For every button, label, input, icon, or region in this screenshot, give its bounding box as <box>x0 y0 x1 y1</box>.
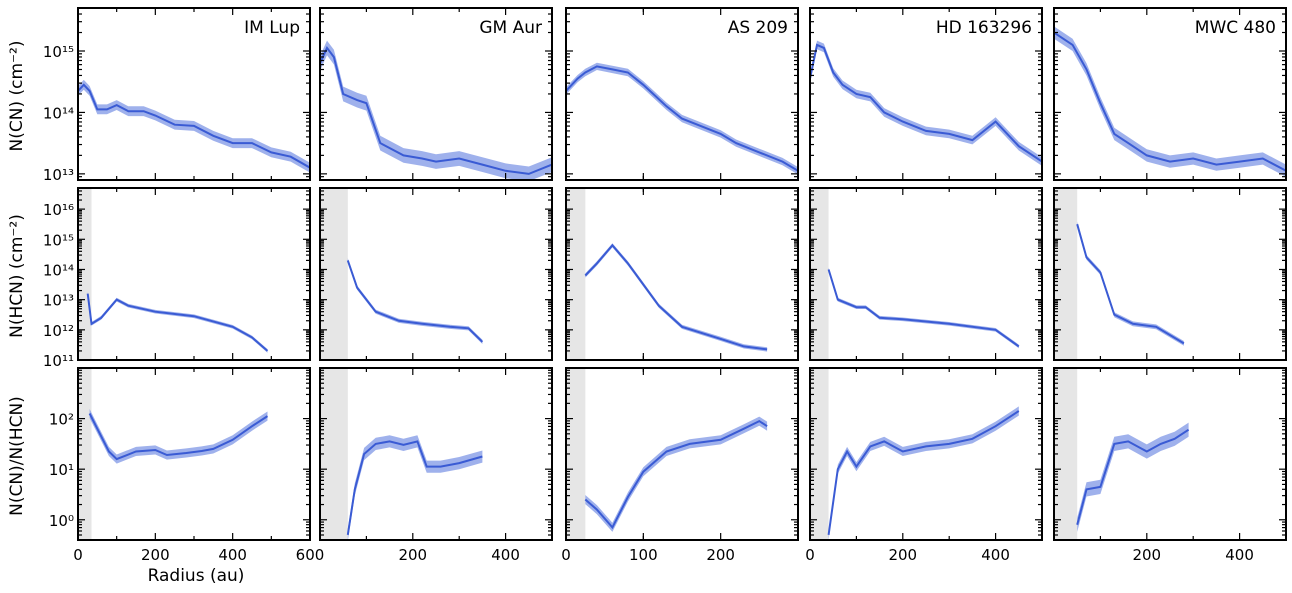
ytick-label: 10¹⁵ <box>43 43 74 61</box>
x-axis-label: Radius (au) <box>148 566 245 586</box>
panel-hcn-3 <box>810 188 1042 360</box>
tick-marks <box>320 368 552 540</box>
ytick-label: 10¹ <box>49 461 74 479</box>
data-line <box>88 294 268 351</box>
uncertainty-band <box>585 243 767 351</box>
panel-frame <box>78 188 310 360</box>
xtick-label: 200 <box>141 546 170 564</box>
panel-hcn-4 <box>1054 188 1286 360</box>
xtick-label: 200 <box>1132 546 1161 564</box>
ytick-label: 10¹³ <box>43 292 74 310</box>
ytick-label: 10¹⁵ <box>43 231 74 249</box>
uncertainty-band <box>320 41 552 182</box>
panel-content <box>810 188 1019 360</box>
panel-ratio-2: 0 100 200 <box>561 368 798 564</box>
xtick-label: 0 <box>561 546 571 564</box>
ytick-label: 10¹³ <box>43 166 74 184</box>
panel-content <box>1054 188 1184 360</box>
uncertainty-band <box>829 406 1019 539</box>
panel-hcn-0: 10¹¹ 10¹² 10¹³ 10¹⁴ 10¹⁵ 10¹⁶ <box>43 188 310 370</box>
tick-marks <box>566 188 798 360</box>
data-line <box>1077 224 1184 343</box>
ytick-label: 10¹⁴ <box>43 261 74 279</box>
panel-frame <box>320 188 552 360</box>
xtick-label: 600 <box>296 546 325 564</box>
ytick-label: 10¹¹ <box>43 352 74 370</box>
panel-cn-4: MWC 480 <box>1054 8 1286 180</box>
disk-name-label: GM Aur <box>479 18 542 38</box>
y-axis-labels: N(CN) (cm⁻²) N(HCN) (cm⁻²) N(CN)/N(HCN) <box>7 41 27 516</box>
data-line <box>585 421 767 527</box>
panel-ratio-4: 200 400 <box>1054 368 1286 564</box>
data-line <box>810 45 1042 162</box>
panel-hcn-1 <box>320 188 552 360</box>
ytick-label: 10⁰ <box>49 512 74 530</box>
disk-name-label: AS 209 <box>728 18 788 38</box>
panel-frame <box>1054 368 1286 540</box>
panel-content <box>810 41 1042 166</box>
uncertainty-band <box>1077 222 1184 346</box>
data-line <box>829 411 1019 535</box>
panel-content <box>810 368 1019 540</box>
panel-hcn-2 <box>566 188 798 360</box>
xtick-label: 0 <box>805 546 815 564</box>
ytick-label: 10¹⁶ <box>43 201 74 219</box>
disk-name-label: HD 163296 <box>936 18 1032 38</box>
disk-name-label: MWC 480 <box>1195 18 1276 38</box>
tick-marks <box>1054 368 1286 540</box>
panel-cn-0: 10¹³ 10¹⁴ 10¹⁵ IM Lup <box>43 8 310 184</box>
panel-frame <box>810 188 1042 360</box>
tick-marks <box>320 188 552 360</box>
panel-cn-3: HD 163296 <box>810 8 1042 180</box>
panel-content <box>320 188 482 360</box>
panel-content <box>1054 368 1189 540</box>
panel-content <box>320 368 482 541</box>
panel-content <box>78 80 310 173</box>
panel-cn-1: GM Aur <box>320 8 552 181</box>
ytick-label: 10¹² <box>43 322 74 340</box>
disk-name-label: IM Lup <box>244 18 300 38</box>
panel-content <box>1054 26 1286 177</box>
panel-cn-2: AS 209 <box>566 8 798 180</box>
uncertainty-band <box>1054 26 1286 177</box>
ytick-label: 10² <box>49 411 74 429</box>
ylabel-ratio: N(CN)/N(HCN) <box>7 396 27 516</box>
data-line <box>829 270 1019 347</box>
xtick-label: 100 <box>629 546 658 564</box>
xtick-label: 400 <box>981 546 1010 564</box>
tick-marks <box>810 188 1042 360</box>
mask-region <box>320 368 348 540</box>
mask-region <box>320 188 348 360</box>
panel-ratio-0: 10⁰ 10¹ 10² 0 200 400 600 <box>49 368 324 564</box>
xtick-label: 400 <box>218 546 247 564</box>
uncertainty-band <box>90 409 268 464</box>
panel-frame <box>566 188 798 360</box>
tick-marks <box>78 188 310 360</box>
xtick-label: 400 <box>491 546 520 564</box>
panel-content <box>78 368 268 540</box>
xtick-label: 200 <box>888 546 917 564</box>
uncertainty-band <box>585 417 767 532</box>
panel-content <box>78 188 268 360</box>
panel-content <box>566 63 798 175</box>
xtick-label: 200 <box>706 546 735 564</box>
ylabel-cn: N(CN) (cm⁻²) <box>7 41 27 152</box>
ytick-label: 10¹⁴ <box>43 104 74 122</box>
ylabel-hcn: N(HCN) (cm⁻²) <box>7 214 27 338</box>
xtick-label: 400 <box>1225 546 1254 564</box>
uncertainty-band <box>810 41 1042 166</box>
data-line <box>1054 33 1286 171</box>
panel-ratio-3: 0 200 400 <box>805 368 1042 564</box>
panel-ratio-1: 200 400 <box>320 368 552 564</box>
panel-content <box>566 368 767 540</box>
xtick-label: 200 <box>398 546 427 564</box>
panel-frame <box>320 368 552 540</box>
panel-content <box>320 41 552 182</box>
data-line <box>585 245 767 349</box>
panel-grid: 10¹³10¹⁴10¹⁵IM Lup10¹¹10¹²10¹³10¹⁴10¹⁵10… <box>43 8 1286 564</box>
xtick-label: 0 <box>73 546 83 564</box>
panel-content <box>566 188 767 360</box>
